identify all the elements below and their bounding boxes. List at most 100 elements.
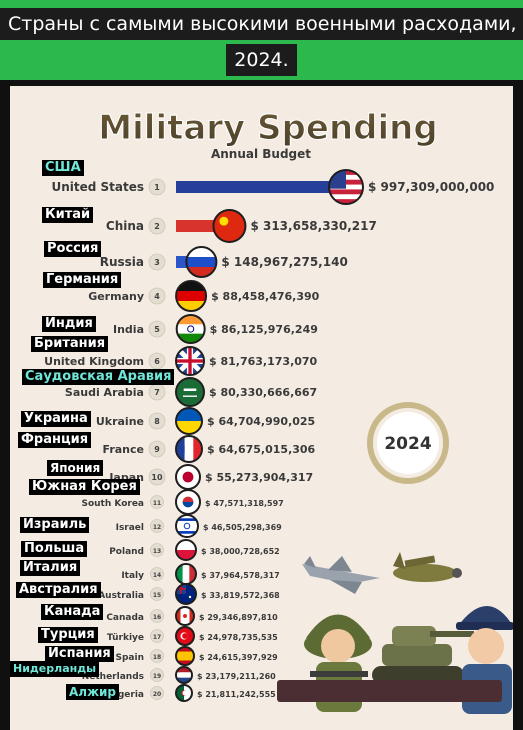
russian-country-label: Нидерланды <box>10 661 100 677</box>
russian-country-label: Алжир <box>66 684 120 700</box>
russian-country-label: Германия <box>43 272 122 288</box>
jp-flag-icon <box>175 464 201 490</box>
value-label: $ 86,125,976,249 <box>210 323 318 336</box>
es-flag-icon <box>175 646 195 666</box>
russian-country-label: Италия <box>20 560 81 576</box>
rank-label: 4 <box>154 292 160 301</box>
russian-country-label: Британия <box>31 336 109 352</box>
country-label: Poland <box>109 547 144 557</box>
badge-year: 2024 <box>384 434 431 454</box>
russian-country-label: США <box>42 160 84 176</box>
country-label: Germany <box>88 290 144 303</box>
value-label: $ 33,819,572,368 <box>201 591 280 600</box>
chart-subtitle: Annual Budget <box>211 147 311 161</box>
country-label: United Kingdom <box>44 355 144 368</box>
russian-country-label: Франция <box>18 432 92 448</box>
country-label: Ukraine <box>96 415 144 428</box>
value-label: $ 55,273,904,317 <box>205 471 313 484</box>
country-label: Türkiye <box>107 633 144 643</box>
country-label: Saudi Arabia <box>65 386 144 399</box>
value-label: $ 23,179,211,260 <box>197 672 276 681</box>
rank-circle <box>148 468 166 486</box>
rank-circle <box>150 686 164 700</box>
cn-flag-icon <box>212 209 247 243</box>
rank-label: 9 <box>154 445 160 454</box>
rank-label: 5 <box>154 325 160 334</box>
badge-ring <box>367 402 449 484</box>
dz-flag-icon <box>175 684 193 702</box>
rank-label: 15 <box>153 592 161 599</box>
country-label: Israel <box>116 523 144 533</box>
bar-row: Israel 12 $ 46,505,298,369 <box>116 514 282 538</box>
rank-circle <box>150 609 164 623</box>
rank-circle <box>150 587 164 601</box>
russian-country-label: Китай <box>42 207 94 223</box>
bar-row: United States 1 $ 997,309,000,000 <box>51 169 494 205</box>
bar-row: Russia 3 $ 148,967,275,140 <box>100 246 348 278</box>
russian-country-label: Израиль <box>20 517 90 533</box>
caption-text: Страны с самыми высокими военными расход… <box>0 8 523 76</box>
nl-flag-icon <box>175 666 193 684</box>
rank-circle <box>150 495 164 509</box>
value-label: $ 80,330,666,667 <box>209 386 317 399</box>
rank-label: 7 <box>154 388 160 397</box>
rank-circle <box>148 287 166 305</box>
de-flag-icon <box>175 280 208 312</box>
kr-flag-icon <box>175 489 201 515</box>
military-spending-chart: Military Spending Annual Budget United S… <box>44 108 513 714</box>
country-label: Russia <box>100 255 144 269</box>
country-label: United States <box>51 180 144 194</box>
rank-label: 14 <box>153 572 161 579</box>
russian-country-label: Польша <box>21 541 88 557</box>
rank-label: 6 <box>154 357 160 366</box>
country-label: Spain <box>116 653 145 663</box>
russian-country-label: Украина <box>21 411 91 427</box>
au-flag-icon <box>175 583 197 605</box>
bar <box>176 181 346 193</box>
value-label: $ 313,658,330,217 <box>250 219 376 233</box>
rank-label: 1 <box>154 183 160 192</box>
ground-strip <box>277 680 502 702</box>
it-flag-icon <box>175 563 197 585</box>
rank-circle <box>148 412 166 430</box>
rank-label: 8 <box>154 417 160 426</box>
value-label: $ 29,346,897,810 <box>199 613 278 622</box>
country-label: Italy <box>121 571 144 581</box>
country-label: France <box>103 443 144 456</box>
rank-circle <box>150 649 164 663</box>
bar-row: Spain 18 $ 24,615,397,929 <box>116 646 278 666</box>
bar-row: Türkiye 17 $ 24,978,735,535 <box>107 626 278 646</box>
rank-label: 11 <box>153 500 161 507</box>
badge-inner <box>377 412 439 474</box>
russian-country-label: Испания <box>45 646 114 662</box>
country-label: Canada <box>106 613 144 623</box>
country-label: Algeria <box>108 690 144 700</box>
bar-row: United Kingdom 6 $ 81,763,173,070 <box>44 346 318 376</box>
rank-label: 20 <box>153 691 161 698</box>
tank-illustration <box>372 626 474 684</box>
bar-row: Poland 13 $ 38,000,728,652 <box>109 539 280 561</box>
gb-flag-icon <box>175 346 205 376</box>
bar-row: Germany 4 $ 88,458,476,390 <box>88 280 320 312</box>
rank-circle <box>150 567 164 581</box>
propeller-plane-illustration <box>393 552 462 582</box>
page-caption: Страны с самыми высокими военными расход… <box>0 6 523 78</box>
value-label: $ 88,458,476,390 <box>211 290 320 303</box>
rank-label: 12 <box>153 524 161 531</box>
rank-label: 18 <box>153 654 161 661</box>
value-label: $ 24,615,397,929 <box>199 653 278 662</box>
value-label: $ 38,000,728,652 <box>201 547 280 556</box>
bar-row: France 9 $ 64,675,015,306 <box>103 435 316 463</box>
value-label: $ 47,571,318,597 <box>205 499 284 508</box>
rank-circle <box>148 178 166 196</box>
bar-row: Netherlands 19 $ 23,179,211,260 <box>82 666 276 684</box>
value-label: $ 997,309,000,000 <box>368 180 494 194</box>
country-label: Australia <box>98 591 144 601</box>
fighter-jet-illustration <box>302 556 380 594</box>
bar-row: India 5 $ 86,125,976,249 <box>113 314 318 344</box>
rank-circle <box>148 217 166 235</box>
tr-flag-icon <box>175 626 195 646</box>
rank-circle <box>150 519 164 533</box>
bar-row: Ukraine 8 $ 64,704,990,025 <box>96 407 315 435</box>
il-flag-icon <box>175 514 199 538</box>
